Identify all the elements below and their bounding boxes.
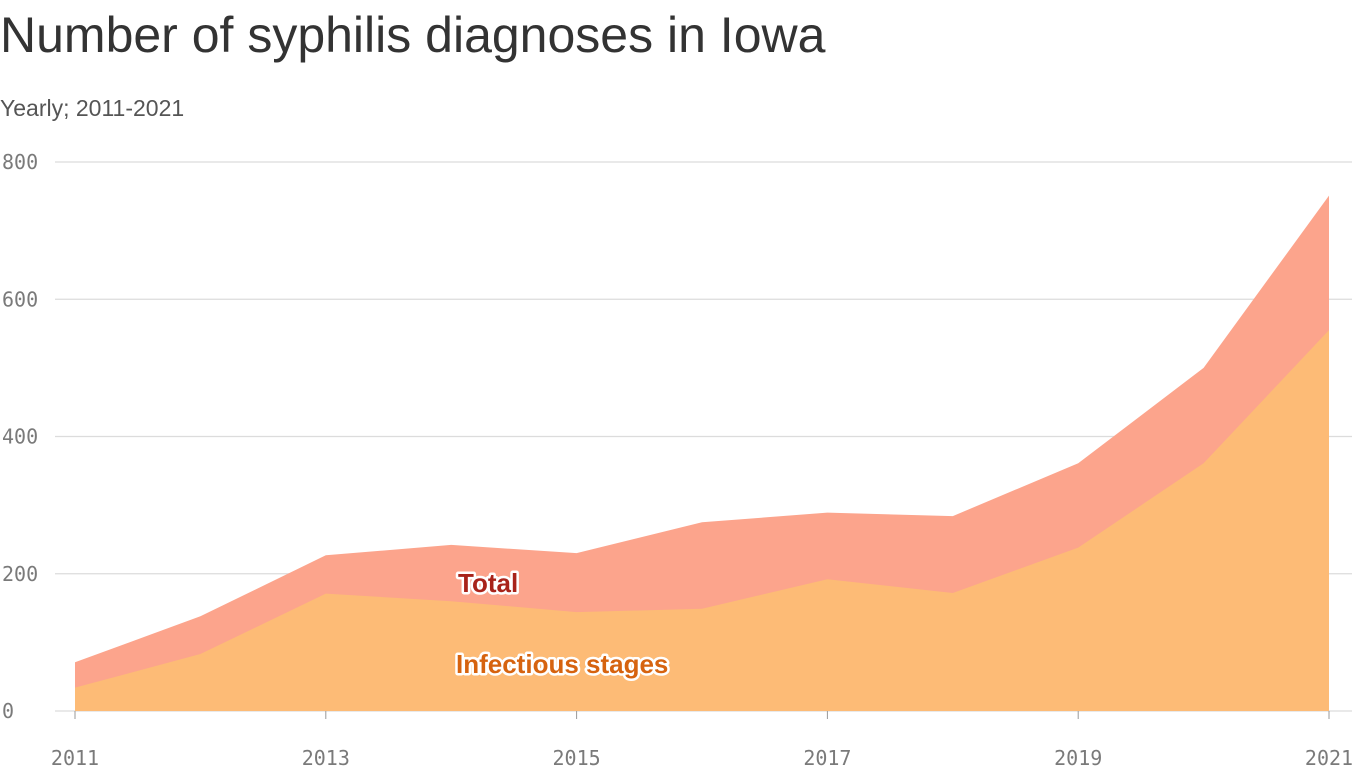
x-tick-label: 2011 [51, 746, 99, 768]
chart-title: Number of syphilis diagnoses in Iowa [0, 7, 826, 63]
y-tick-label: 600 [2, 287, 38, 311]
x-tick-label: 2013 [302, 746, 350, 768]
x-tick-label: 2015 [553, 746, 601, 768]
chart-subtitle: Yearly; 2011-2021 [0, 95, 184, 121]
area [75, 330, 1329, 711]
x-tick-label: 2017 [803, 746, 851, 768]
x-tick-label: 2021 [1305, 746, 1353, 768]
series-label: Total [458, 568, 518, 598]
series-label: Infectious stages [456, 649, 668, 679]
y-tick-label: 200 [2, 562, 38, 586]
y-tick-label: 400 [2, 425, 38, 449]
x-tick-label: 2019 [1054, 746, 1102, 768]
y-tick-label: 0 [2, 699, 14, 723]
y-tick-label: 800 [2, 150, 38, 174]
